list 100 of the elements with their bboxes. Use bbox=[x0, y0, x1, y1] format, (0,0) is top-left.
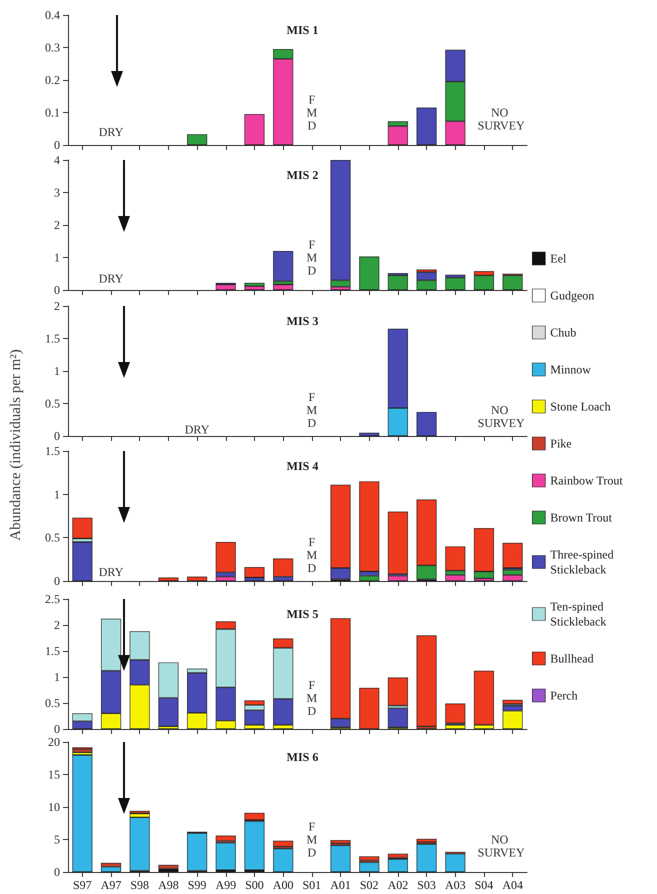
x-tick-label: A00 bbox=[272, 878, 294, 892]
text: MIS 6 bbox=[286, 750, 318, 764]
y-tick-label: 0.1 bbox=[45, 106, 60, 120]
legend-label: Eel bbox=[550, 252, 567, 266]
legend-label: Chub bbox=[550, 326, 576, 340]
bar bbox=[388, 275, 408, 290]
bar bbox=[474, 670, 494, 725]
y-tick-label: 0 bbox=[54, 429, 60, 443]
text: MIS 4 bbox=[286, 459, 318, 473]
bar bbox=[359, 688, 380, 729]
annotation: DRY bbox=[98, 564, 124, 579]
bar bbox=[502, 275, 523, 290]
text: MIS 3 bbox=[286, 314, 318, 328]
bar bbox=[474, 275, 494, 290]
legend-label: Gudgeon bbox=[550, 288, 594, 302]
bar bbox=[359, 862, 380, 872]
x-tick-label: A04 bbox=[502, 878, 523, 892]
legend-label: Perch bbox=[550, 688, 578, 702]
legend-label: Three-spined Stickleback bbox=[550, 548, 617, 576]
bar bbox=[244, 114, 265, 145]
annotation: NO SURVEY bbox=[478, 106, 526, 132]
annotation: F M D bbox=[306, 678, 318, 718]
bar bbox=[100, 866, 122, 872]
y-tick-label: 0.5 bbox=[45, 396, 60, 410]
annotation: DRY bbox=[98, 271, 124, 286]
annotation: F M D bbox=[306, 820, 318, 860]
annotation: NO SURVEY bbox=[478, 403, 526, 430]
legend-label: Ten-spined Stickleback bbox=[550, 600, 606, 628]
bar bbox=[216, 836, 236, 841]
bar bbox=[388, 678, 408, 706]
x-tick-label: S00 bbox=[245, 878, 264, 892]
x-tick-label: S99 bbox=[188, 878, 206, 892]
y-tick-label: 0.5 bbox=[45, 530, 60, 545]
x-tick-label: A99 bbox=[215, 878, 236, 892]
y-tick-label: 0 bbox=[54, 865, 60, 879]
y-tick-label: 0 bbox=[54, 574, 60, 588]
y-axis-title: Abundance (individuals per m²) bbox=[8, 349, 24, 541]
bar bbox=[273, 284, 294, 290]
x-tick-label: A98 bbox=[158, 878, 179, 892]
bar bbox=[130, 810, 150, 814]
bar bbox=[158, 578, 178, 581]
y-tick-label: 1 bbox=[54, 250, 60, 264]
bar bbox=[244, 282, 265, 286]
legend-label: Pike bbox=[550, 436, 572, 450]
y-tick-label: 0.2 bbox=[45, 73, 60, 87]
bar bbox=[273, 848, 294, 872]
bar bbox=[359, 256, 380, 290]
bar bbox=[416, 412, 437, 436]
y-tick-label: 0 bbox=[54, 722, 60, 736]
y-tick-label: 10 bbox=[48, 800, 60, 814]
y-tick-label: 20 bbox=[48, 735, 60, 749]
bar bbox=[445, 574, 466, 581]
bar bbox=[416, 844, 437, 872]
bar bbox=[445, 854, 466, 872]
annotation: F M D bbox=[306, 92, 318, 132]
text: MIS 2 bbox=[286, 168, 318, 182]
bar bbox=[72, 518, 92, 539]
y-tick-label: 0.4 bbox=[45, 8, 60, 22]
y-tick-label: 1.5 bbox=[45, 444, 60, 458]
bar bbox=[330, 840, 351, 844]
y-tick-label: 3 bbox=[54, 186, 60, 200]
bar bbox=[130, 817, 150, 871]
bar bbox=[502, 542, 523, 568]
legend-label: Brown Trout bbox=[550, 510, 613, 524]
bar bbox=[187, 833, 208, 871]
bar bbox=[273, 840, 294, 847]
bar bbox=[216, 542, 236, 572]
bar bbox=[445, 278, 466, 290]
x-tick-label: A97 bbox=[100, 878, 122, 892]
annotation: F M D bbox=[306, 535, 318, 575]
bar bbox=[187, 576, 208, 581]
y-tick-label: 4 bbox=[54, 153, 60, 167]
x-tick-label: A01 bbox=[330, 878, 351, 892]
bar bbox=[388, 512, 408, 574]
y-tick-label: 2 bbox=[54, 618, 60, 632]
bar bbox=[216, 842, 236, 870]
text: MIS 5 bbox=[286, 607, 318, 621]
y-tick-label: 2 bbox=[54, 218, 60, 232]
bar bbox=[330, 845, 351, 872]
bar bbox=[72, 755, 92, 872]
x-tick-label: S98 bbox=[130, 878, 150, 892]
x-tick-label: S03 bbox=[417, 878, 436, 892]
annotation: DRY bbox=[98, 125, 124, 139]
x-tick-label: S97 bbox=[73, 878, 92, 892]
bar bbox=[158, 864, 178, 869]
bar bbox=[187, 134, 208, 145]
text: MIS 1 bbox=[286, 23, 318, 37]
bar bbox=[445, 546, 466, 571]
y-tick-label: 2 bbox=[54, 299, 60, 313]
bar bbox=[216, 284, 236, 290]
bar bbox=[359, 432, 380, 436]
y-tick-label: 1.5 bbox=[45, 332, 60, 346]
annotation: DRY bbox=[184, 422, 210, 436]
y-tick-label: 1 bbox=[54, 670, 60, 684]
y-tick-label: 0 bbox=[54, 138, 60, 152]
bar bbox=[416, 635, 437, 726]
bar bbox=[72, 749, 92, 752]
bar bbox=[388, 576, 408, 581]
x-tick-label: S04 bbox=[474, 878, 494, 892]
bar bbox=[416, 838, 437, 842]
